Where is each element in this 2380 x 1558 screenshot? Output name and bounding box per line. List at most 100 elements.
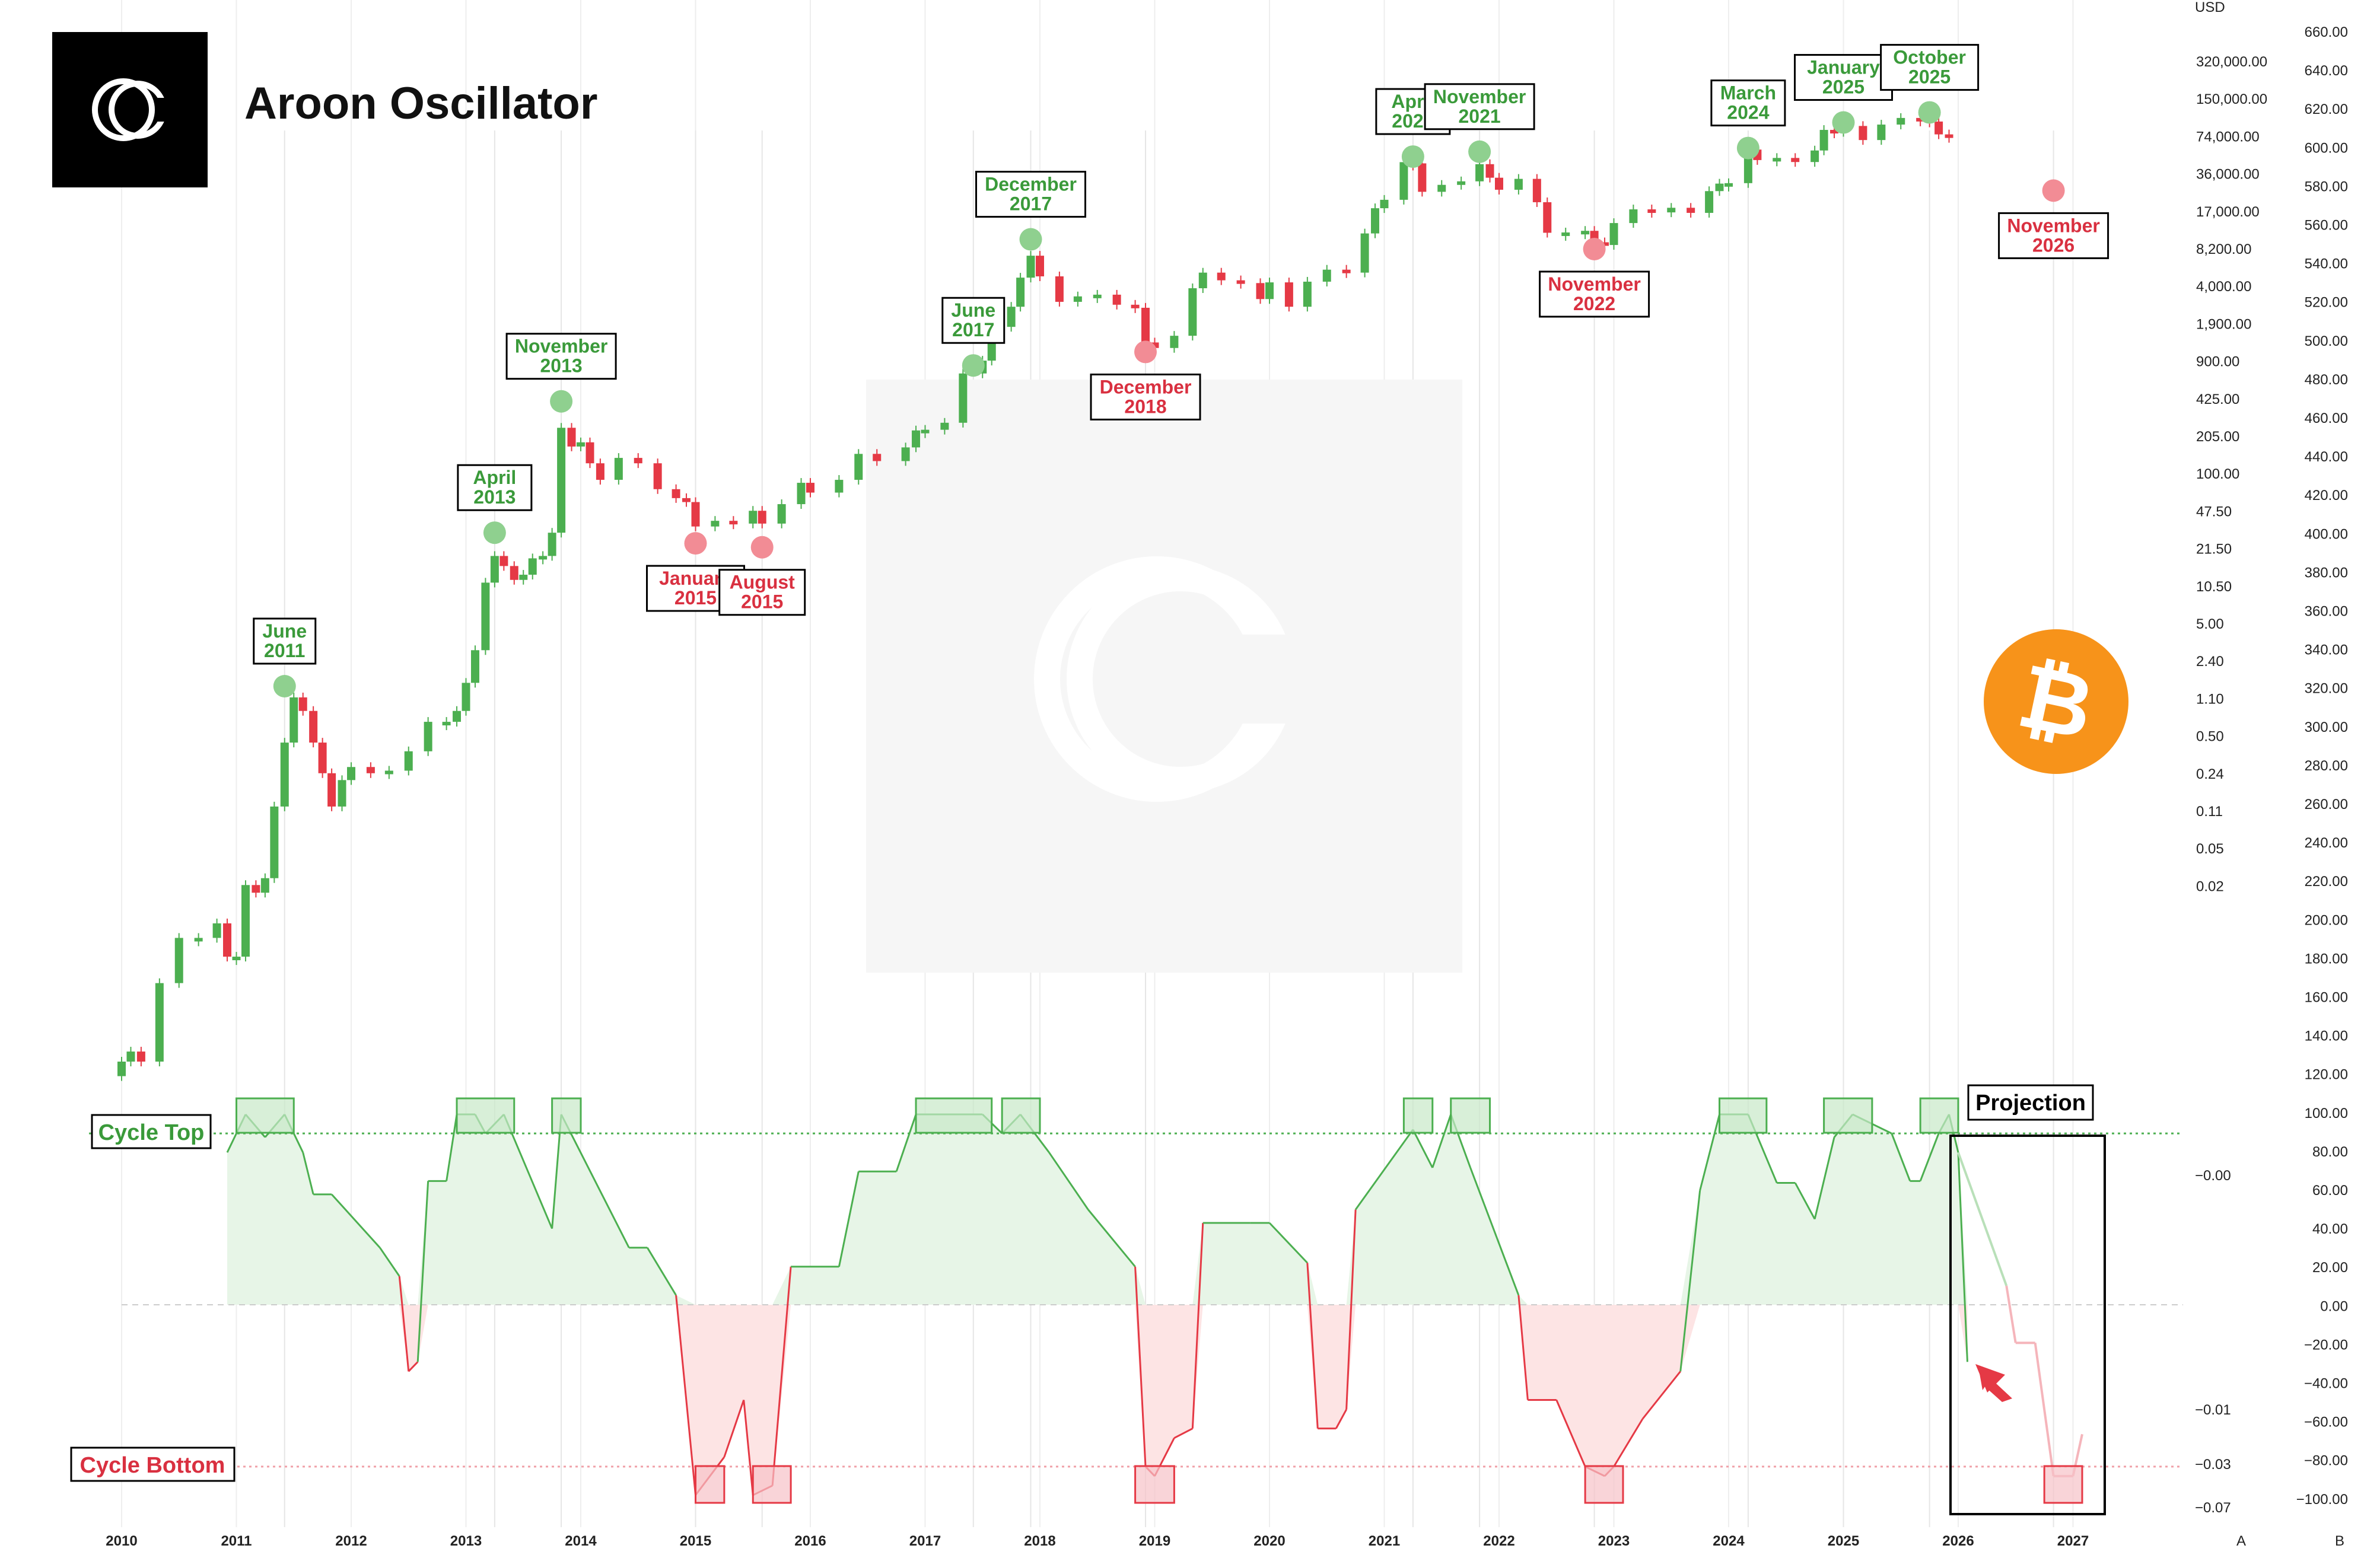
right-axis-tick-label: 220.00	[2305, 874, 2348, 890]
bitcoin-icon: ₿	[1984, 629, 2128, 774]
watermark-logo-icon	[866, 380, 1462, 973]
cycle-bottom-marker	[684, 532, 707, 555]
x-tick-label: 2017	[909, 1533, 941, 1549]
price-candle	[528, 558, 537, 575]
price-candle	[442, 722, 451, 726]
price-candle	[270, 806, 279, 878]
cycle-top-zone	[456, 1097, 516, 1134]
aroon-line-segment	[1555, 1399, 1586, 1467]
cycle-label-month: April	[473, 467, 516, 488]
price-candle	[174, 938, 183, 983]
right-axis-tick-label: 560.00	[2305, 218, 2348, 234]
cycle-label-year: 2025	[1908, 66, 1951, 88]
price-candle	[223, 923, 232, 957]
price-candle	[1543, 202, 1552, 233]
price-candle	[347, 767, 355, 780]
price-candle	[653, 463, 662, 489]
x-tick-label: 2019	[1139, 1533, 1170, 1549]
price-candle	[1026, 256, 1035, 278]
cycle-label-month: June	[951, 300, 995, 321]
right-axis-tick-label: 280.00	[2305, 758, 2348, 774]
cycle-bottom-label: Cycle Bottom	[80, 1453, 225, 1478]
cycle-top-zone	[1001, 1097, 1041, 1134]
cycle-bottom-zone	[695, 1465, 726, 1504]
right-axis-tick-label: 420.00	[2305, 488, 2348, 504]
price-axis-tick-label: 425.00	[2196, 391, 2239, 407]
aroon-line-segment	[1517, 1295, 1529, 1400]
brand-logo	[52, 32, 208, 187]
price-candle	[1724, 183, 1733, 187]
price-candle	[1877, 125, 1886, 141]
page-title: Aroon Oscillator	[244, 78, 597, 129]
price-candle	[749, 511, 758, 524]
price-candle	[260, 878, 269, 893]
aroon-line-segment	[771, 1266, 792, 1486]
cycle-label-box	[505, 333, 617, 380]
corner-a-label: A	[2236, 1533, 2246, 1549]
right-axis-tick-label: 460.00	[2305, 410, 2348, 426]
right-axis-tick-label: 100.00	[2305, 1105, 2348, 1121]
price-candle	[1811, 150, 1819, 163]
cycle-label-year: 2015	[674, 587, 717, 608]
x-tick-label: 2027	[2057, 1533, 2089, 1549]
price-candle	[232, 957, 241, 961]
cycle-label-month: November	[1433, 86, 1526, 107]
price-candle	[1284, 282, 1293, 307]
price-axis-tick-label: 150,000.00	[2196, 91, 2267, 107]
price-candle	[1256, 283, 1265, 300]
cycle-label-month: December	[985, 174, 1077, 195]
cycle-label-year: 2015	[741, 591, 783, 613]
cycle-label-year: 2021	[1459, 106, 1501, 127]
price-candle	[1036, 256, 1044, 276]
price-axis-tick-label: 5.00	[2196, 616, 2224, 632]
price-candle	[1188, 288, 1197, 336]
price-candle	[424, 722, 432, 751]
price-axis-tick-label: 0.11	[2196, 804, 2223, 820]
price-candle	[729, 521, 738, 525]
aroon-line-segment	[446, 1114, 458, 1181]
price-axis-tick-label: 100.00	[2196, 466, 2239, 482]
right-axis-tick-label: 380.00	[2305, 565, 2348, 581]
cycle-bottom-zone	[1134, 1465, 1175, 1504]
aroon-line-segment	[1306, 1263, 1319, 1429]
right-axis-tick-label: −60.00	[2304, 1414, 2348, 1430]
price-candle	[1581, 231, 1590, 235]
price-candle	[519, 575, 528, 580]
price-axis-tick-label: 0.24	[2196, 766, 2224, 782]
corner-b-label: B	[2335, 1533, 2344, 1549]
price-axis-tick-label: 21.50	[2196, 541, 2232, 557]
cycle-label-box	[718, 569, 806, 616]
right-axis-tick-label: 340.00	[2305, 642, 2348, 658]
aroon-line-segment	[560, 1114, 630, 1248]
price-candle	[1485, 164, 1494, 178]
x-tick-label: 2023	[1598, 1533, 1630, 1549]
aroon-positive-fill	[227, 1114, 1968, 1305]
price-candle	[1073, 296, 1082, 302]
x-tick-label: 2012	[335, 1533, 367, 1549]
cycle-top-marker	[1468, 140, 1491, 163]
cycle-label-month: November	[2007, 215, 2100, 236]
oscillator-axis-tick-label: −0.03	[2195, 1457, 2231, 1473]
price-candle	[539, 556, 548, 560]
cycle-label-year: 2025	[1822, 77, 1864, 98]
cycle-label-box	[1880, 44, 1980, 91]
aroon-line-segment	[1048, 1152, 1089, 1210]
x-tick-label: 2026	[1942, 1533, 1974, 1549]
right-axis-tick-label: 60.00	[2312, 1183, 2348, 1199]
price-candle	[1647, 209, 1656, 214]
price-candle	[806, 483, 814, 493]
price-candle	[835, 480, 844, 493]
aroon-line-segment	[1813, 1137, 1835, 1219]
price-candle	[854, 454, 863, 480]
price-candle	[289, 697, 298, 743]
cycle-label-month: March	[1720, 82, 1776, 104]
right-axis-tick-label: 300.00	[2305, 719, 2348, 735]
right-axis-tick-label: 40.00	[2312, 1221, 2348, 1237]
cycle-label-box	[1424, 83, 1535, 130]
price-candle	[366, 767, 375, 773]
cycle-label-year: 2026	[2032, 234, 2074, 256]
price-candle	[1687, 208, 1695, 213]
price-candle	[1371, 208, 1380, 234]
price-candle	[1016, 278, 1025, 307]
